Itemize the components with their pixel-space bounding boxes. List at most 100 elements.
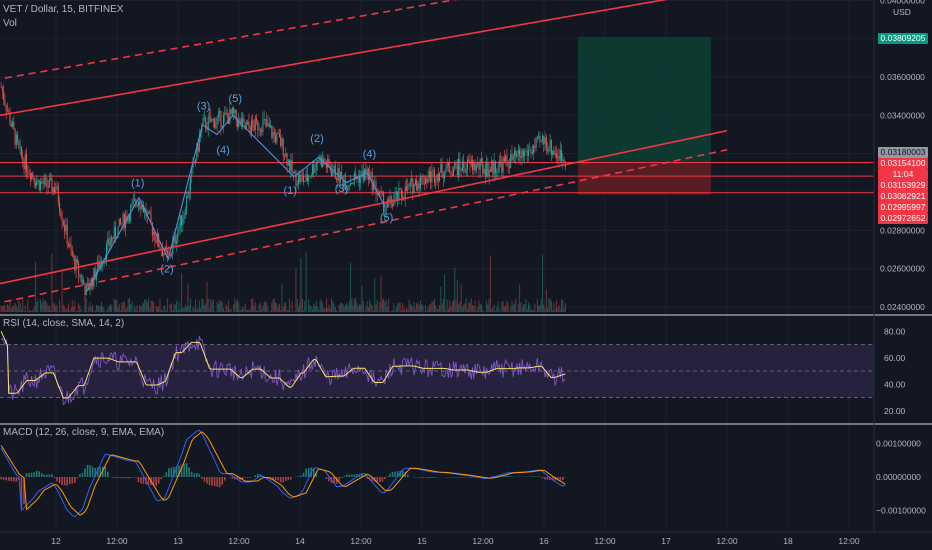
volume-bar	[427, 307, 429, 312]
volume-bar	[323, 308, 325, 312]
volume-bar	[264, 300, 266, 312]
volume-bar	[108, 306, 110, 312]
volume-bar	[12, 306, 14, 312]
macd-histogram-bar	[13, 477, 15, 482]
volume-bar	[453, 299, 455, 312]
candle-body	[94, 268, 96, 280]
candle-body	[482, 161, 484, 174]
macd-histogram-bar	[279, 477, 282, 483]
candle-body	[553, 150, 555, 155]
volume-bar	[322, 302, 324, 312]
volume-bar	[33, 306, 35, 312]
volume-bar	[202, 299, 204, 312]
macd-histogram-bar	[546, 477, 549, 480]
volume-bar	[362, 300, 364, 312]
channel-upper-line	[0, 0, 668, 117]
macd-histogram-bar	[104, 466, 107, 477]
candle-body	[300, 175, 302, 182]
volume-bar	[17, 308, 19, 312]
candle-body	[155, 240, 157, 243]
volume-bar	[416, 303, 418, 312]
volume-bar	[181, 273, 183, 312]
macd-histogram-bar	[434, 477, 437, 478]
macd-histogram-bar	[122, 477, 124, 479]
candle-body	[432, 170, 434, 171]
candle-body	[483, 168, 485, 174]
volume-bar	[346, 303, 348, 312]
volume-bar	[116, 299, 118, 312]
volume-bar	[160, 308, 162, 312]
candle-body	[83, 280, 85, 286]
volume-bar	[558, 304, 560, 312]
volume-bar	[45, 300, 47, 312]
candle-body	[92, 277, 94, 287]
candle-body	[346, 188, 348, 190]
candle-body	[24, 154, 26, 170]
candle-body	[50, 178, 52, 180]
macd-histogram-bar	[490, 476, 493, 477]
volume-bar	[458, 304, 460, 312]
candle-body	[323, 158, 325, 164]
candle-body	[167, 250, 169, 255]
volume-bar	[525, 299, 527, 312]
position-zones	[578, 36, 711, 195]
macd-histogram-bar	[68, 477, 71, 484]
candle-body	[333, 165, 335, 172]
price-tag: 0.03154100	[878, 158, 928, 169]
candle-body	[263, 119, 265, 120]
volume-bar	[121, 302, 123, 312]
candle-body	[422, 176, 424, 184]
macd-histogram-bar	[457, 477, 460, 478]
volume-bar	[163, 305, 165, 312]
candle-body	[61, 216, 63, 222]
volume-bar	[428, 304, 430, 312]
candle-body	[356, 177, 358, 180]
candle-body	[459, 158, 461, 170]
candle-body	[341, 172, 343, 177]
macd-histogram-bar	[33, 472, 35, 477]
candle-body	[261, 130, 263, 133]
macd-histogram-bar	[231, 477, 234, 479]
candle-body	[184, 212, 186, 215]
candle-body	[498, 161, 500, 169]
volume-bar	[99, 306, 101, 312]
candle-body	[430, 171, 432, 183]
symbol-title: VET / Dollar, 15, BITFINEX	[3, 4, 124, 15]
candle-body	[127, 215, 129, 222]
volume-bar	[46, 302, 48, 312]
candle-body	[297, 174, 299, 184]
volume-bar	[543, 304, 545, 312]
candle-body	[397, 191, 399, 201]
candle-body	[473, 162, 475, 171]
candle-body	[51, 178, 53, 193]
macd-histogram-bar	[51, 474, 53, 477]
macd-histogram-bar	[427, 477, 429, 478]
volume-bar	[553, 302, 555, 312]
volume-bar	[136, 305, 138, 312]
candle-body	[108, 238, 110, 246]
candle-body	[484, 168, 486, 177]
candle-body	[515, 150, 517, 157]
candle-body	[530, 150, 532, 154]
candle-body	[52, 187, 54, 193]
candle-body	[418, 183, 420, 189]
macd-histogram-bar	[361, 474, 363, 477]
volume-bar	[486, 300, 488, 312]
candle-body	[531, 152, 533, 154]
candle-body	[193, 162, 195, 164]
volume-bar	[286, 309, 288, 312]
price-tag: 0.02995997	[878, 202, 928, 213]
candle-body	[23, 160, 25, 170]
volume-bar	[149, 308, 151, 312]
volume-bar	[48, 305, 50, 312]
volume-bar	[34, 261, 36, 312]
candle-body	[32, 172, 34, 178]
volume-bar	[385, 299, 387, 312]
candle-body	[48, 179, 50, 188]
candle-body	[134, 199, 136, 201]
macd-histogram-bar	[536, 476, 539, 477]
candle-body	[445, 168, 447, 173]
volume-bar	[338, 304, 340, 312]
